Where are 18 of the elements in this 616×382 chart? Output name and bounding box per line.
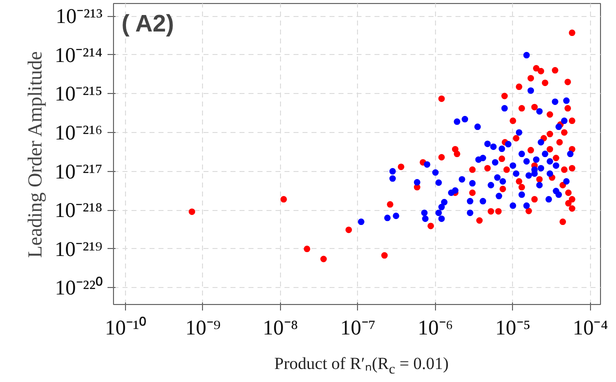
x-tick-label: 10⁻⁸	[262, 316, 298, 340]
x-tick-label: 10⁻⁵	[495, 316, 531, 340]
x-tick-label: 10⁻⁴	[572, 316, 608, 340]
x-tick-label: 10⁻¹⁰	[104, 316, 146, 340]
y-tick-label: 10⁻²²⁰	[54, 276, 102, 300]
y-axis-title: Leading Order Amplitude	[24, 51, 47, 258]
x-tick-label: 10⁻⁶	[418, 316, 454, 340]
x-tick-label: 10⁻⁹	[185, 316, 221, 340]
x-tick-label: 10⁻⁷	[340, 316, 376, 340]
y-tick-label: 10⁻²¹⁸	[54, 198, 103, 222]
y-tick-label: 10⁻²¹⁵	[54, 82, 103, 106]
y-tick-label: 10⁻²¹⁶	[54, 120, 103, 144]
y-tick-label: 10⁻²¹⁴	[54, 42, 103, 67]
annotation: ( A2)	[122, 10, 174, 38]
y-tick-label: 10⁻²¹³	[56, 4, 103, 28]
y-tick-label: 10⁻²¹⁷	[54, 159, 103, 184]
x-axis-title: Product of R′ₙ(R$_{c}$ = 0.01)	[274, 353, 449, 380]
y-tick-label: 10⁻²¹⁹	[54, 236, 103, 261]
